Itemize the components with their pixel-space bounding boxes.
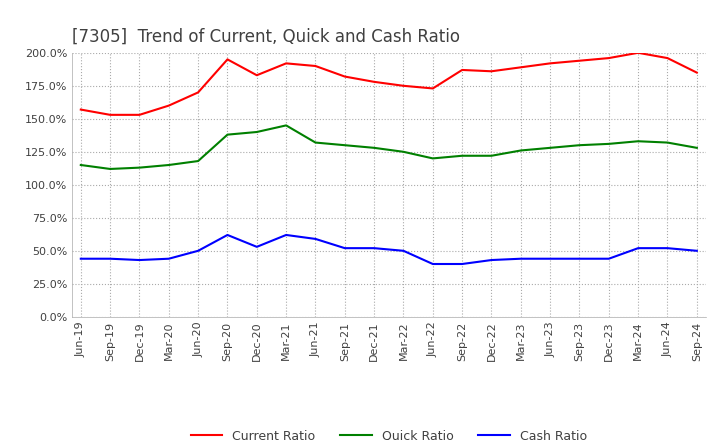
- Current Ratio: [605, 55, 613, 61]
- Quick Ratio: [311, 140, 320, 145]
- Cash Ratio: [575, 256, 584, 261]
- Cash Ratio: [106, 256, 114, 261]
- Current Ratio: [341, 74, 349, 79]
- Quick Ratio: [458, 153, 467, 158]
- Cash Ratio: [253, 244, 261, 249]
- Cash Ratio: [458, 261, 467, 267]
- Quick Ratio: [428, 156, 437, 161]
- Cash Ratio: [135, 257, 144, 263]
- Current Ratio: [223, 57, 232, 62]
- Cash Ratio: [487, 257, 496, 263]
- Cash Ratio: [605, 256, 613, 261]
- Quick Ratio: [164, 162, 173, 168]
- Current Ratio: [693, 70, 701, 75]
- Current Ratio: [399, 83, 408, 88]
- Text: [7305]  Trend of Current, Quick and Cash Ratio: [7305] Trend of Current, Quick and Cash …: [72, 28, 460, 46]
- Cash Ratio: [399, 248, 408, 253]
- Cash Ratio: [428, 261, 437, 267]
- Cash Ratio: [76, 256, 85, 261]
- Quick Ratio: [399, 149, 408, 154]
- Legend: Current Ratio, Quick Ratio, Cash Ratio: Current Ratio, Quick Ratio, Cash Ratio: [186, 425, 592, 440]
- Cash Ratio: [546, 256, 554, 261]
- Cash Ratio: [693, 248, 701, 253]
- Cash Ratio: [194, 248, 202, 253]
- Current Ratio: [76, 107, 85, 112]
- Quick Ratio: [663, 140, 672, 145]
- Line: Cash Ratio: Cash Ratio: [81, 235, 697, 264]
- Quick Ratio: [370, 145, 379, 150]
- Quick Ratio: [693, 145, 701, 150]
- Current Ratio: [458, 67, 467, 73]
- Quick Ratio: [194, 158, 202, 164]
- Current Ratio: [516, 65, 525, 70]
- Current Ratio: [370, 79, 379, 84]
- Cash Ratio: [516, 256, 525, 261]
- Cash Ratio: [311, 236, 320, 242]
- Cash Ratio: [370, 246, 379, 251]
- Quick Ratio: [605, 141, 613, 147]
- Current Ratio: [282, 61, 290, 66]
- Quick Ratio: [106, 166, 114, 172]
- Quick Ratio: [282, 123, 290, 128]
- Current Ratio: [311, 63, 320, 69]
- Quick Ratio: [516, 148, 525, 153]
- Cash Ratio: [282, 232, 290, 238]
- Line: Current Ratio: Current Ratio: [81, 53, 697, 115]
- Current Ratio: [164, 103, 173, 108]
- Current Ratio: [546, 61, 554, 66]
- Quick Ratio: [76, 162, 85, 168]
- Quick Ratio: [634, 139, 642, 144]
- Quick Ratio: [341, 143, 349, 148]
- Quick Ratio: [487, 153, 496, 158]
- Quick Ratio: [546, 145, 554, 150]
- Quick Ratio: [575, 143, 584, 148]
- Current Ratio: [135, 112, 144, 117]
- Current Ratio: [106, 112, 114, 117]
- Current Ratio: [634, 50, 642, 55]
- Current Ratio: [253, 73, 261, 78]
- Cash Ratio: [223, 232, 232, 238]
- Quick Ratio: [135, 165, 144, 170]
- Cash Ratio: [341, 246, 349, 251]
- Cash Ratio: [164, 256, 173, 261]
- Current Ratio: [487, 69, 496, 74]
- Quick Ratio: [253, 129, 261, 135]
- Current Ratio: [428, 86, 437, 91]
- Current Ratio: [663, 55, 672, 61]
- Quick Ratio: [223, 132, 232, 137]
- Cash Ratio: [663, 246, 672, 251]
- Cash Ratio: [634, 246, 642, 251]
- Current Ratio: [575, 58, 584, 63]
- Current Ratio: [194, 90, 202, 95]
- Line: Quick Ratio: Quick Ratio: [81, 125, 697, 169]
